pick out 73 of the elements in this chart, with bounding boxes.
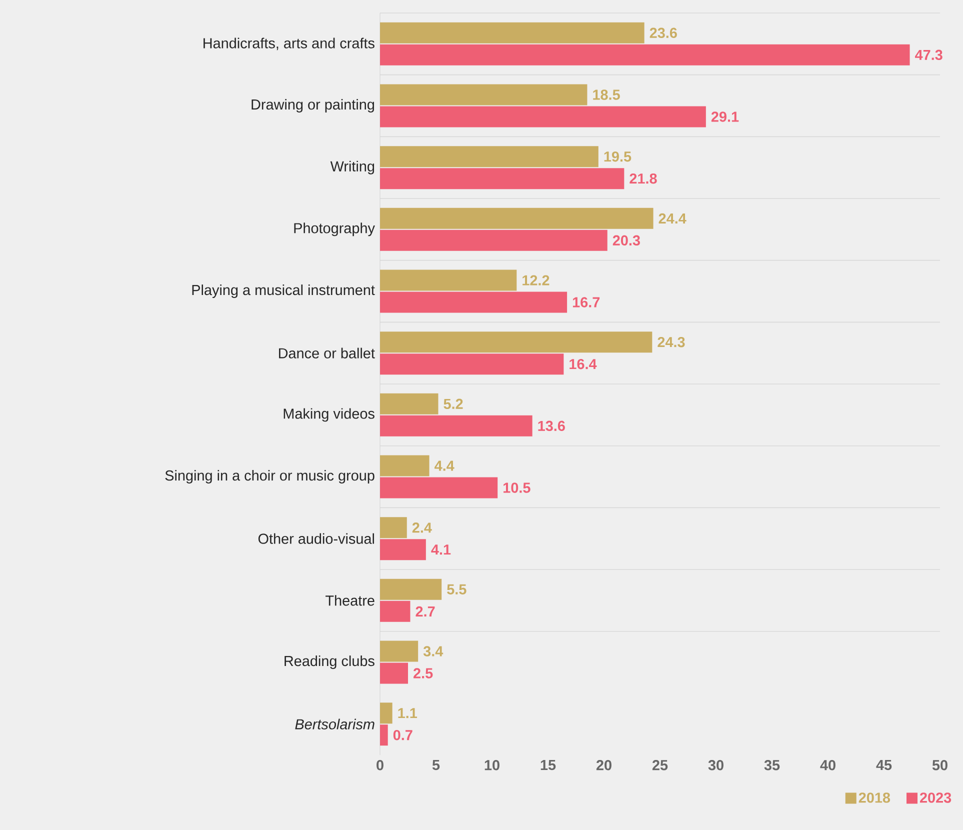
y-tick-label: Handicrafts, arts and crafts (204, 38, 374, 50)
legend-label: 2023 (920, 792, 952, 803)
bar (380, 600, 410, 622)
bar (380, 168, 624, 190)
legend-label: 2018 (858, 792, 890, 803)
bar (380, 106, 706, 128)
data-label: 4.4 (434, 460, 454, 471)
y-tick-label: Drawing or painting (252, 99, 374, 112)
bar (380, 517, 407, 538)
x-tick-label: 50 (932, 760, 948, 770)
y-tick-label: Singing in a choir or music group (165, 470, 374, 484)
y-tick-label: Other audio-visual (258, 533, 374, 544)
bar (380, 22, 644, 44)
data-label: 24.3 (658, 336, 685, 348)
bar (380, 292, 568, 313)
data-label: 3.4 (423, 646, 444, 656)
bar (380, 662, 408, 684)
y-tick-label: Dance or ballet (279, 348, 375, 358)
bar (380, 354, 564, 375)
bar (380, 578, 442, 600)
x-tick-label: 5 (432, 760, 440, 770)
bar (380, 44, 910, 66)
y-tick-label: Photography (294, 222, 375, 236)
x-tick-label: 35 (764, 760, 780, 770)
data-label: 10.5 (504, 482, 530, 493)
x-tick-label: 10 (484, 760, 500, 770)
y-tick-label: Making videos (284, 408, 374, 422)
bar (380, 455, 430, 476)
x-tick-label: 0 (376, 760, 384, 770)
data-label: 21.8 (630, 173, 657, 184)
bar (380, 84, 588, 106)
bar (380, 415, 532, 436)
x-tick-label: 25 (652, 760, 668, 770)
bar (380, 270, 517, 291)
data-label: 23.6 (650, 28, 677, 38)
bar (380, 146, 598, 168)
bar (380, 208, 654, 229)
data-label: 2.7 (416, 606, 435, 616)
data-label: 5.5 (447, 584, 466, 594)
data-label: 24.4 (658, 213, 686, 224)
y-tick-label: Theatre (326, 595, 374, 606)
data-label: 16.7 (572, 297, 600, 308)
data-label: 19.5 (604, 151, 632, 162)
data-label: 16.4 (570, 358, 597, 370)
y-tick-label: Playing a musical instrument (192, 284, 375, 298)
bar (380, 702, 392, 724)
x-tick-label: 20 (596, 760, 612, 770)
data-label: 5.2 (444, 398, 463, 410)
bar (380, 724, 388, 746)
bar (380, 230, 608, 251)
data-label: 29.1 (711, 112, 739, 122)
data-label: 1.1 (398, 708, 418, 718)
data-label: 0.7 (393, 730, 412, 740)
y-tick-label: Bertsolarism (295, 718, 374, 730)
y-tick-label: Writing (330, 160, 374, 174)
bar (380, 332, 652, 353)
data-label: 12.2 (522, 275, 550, 286)
data-label: 13.6 (538, 420, 565, 432)
y-tick-label: Reading clubs (284, 656, 374, 669)
data-label: 18.5 (593, 90, 620, 100)
bar (380, 640, 418, 662)
x-tick-label: 15 (540, 760, 556, 770)
bar (380, 477, 498, 498)
x-tick-label: 30 (708, 760, 724, 770)
data-label: 47.3 (915, 50, 942, 60)
data-label: 4.1 (431, 544, 451, 555)
data-label: 20.3 (612, 235, 640, 246)
x-tick-label: 45 (876, 760, 892, 770)
x-tick-label: 40 (820, 760, 836, 770)
data-label: 2.5 (414, 668, 433, 678)
bar (380, 393, 438, 414)
bar (380, 539, 426, 560)
data-label: 2.4 (412, 522, 432, 533)
